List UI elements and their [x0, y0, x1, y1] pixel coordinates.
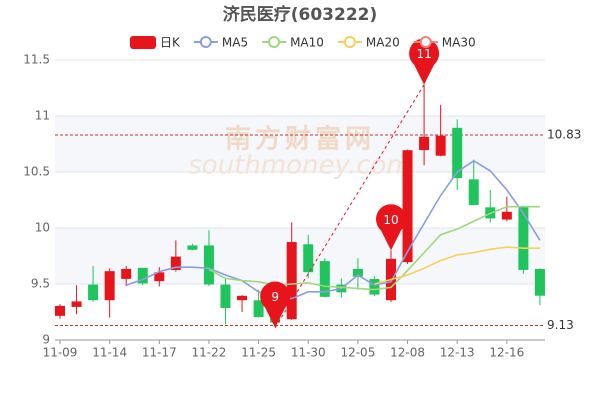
candle-body: [452, 127, 463, 179]
legend-swatch: [419, 36, 432, 48]
reference-label: 10.83: [547, 128, 581, 142]
candle-body: [419, 136, 430, 151]
candle-body: [468, 179, 479, 205]
pin-shape: [409, 38, 440, 85]
candle-body: [137, 267, 148, 284]
candle-body: [501, 211, 512, 220]
legend-swatch: [199, 36, 212, 48]
pin-label: 9: [271, 290, 279, 304]
watermark: southmoney.com: [188, 151, 411, 181]
candle-body: [55, 305, 65, 316]
candle-body: [253, 300, 264, 317]
candle-body: [435, 135, 446, 156]
legend-label: 日K: [160, 36, 181, 50]
watermark: 南方财富网: [225, 124, 375, 155]
legend-label: MA10: [290, 36, 324, 50]
ma-line: [208, 205, 540, 291]
pin-label: 10: [383, 213, 398, 227]
y-tick-label: 9: [42, 333, 50, 347]
candle-body: [170, 256, 181, 270]
candle-body: [71, 301, 82, 307]
grid-band: [55, 116, 545, 172]
reference-label: 9.13: [547, 318, 574, 332]
legend-label: MA20: [366, 36, 400, 50]
legend-swatch: [343, 36, 356, 48]
candle-body: [369, 279, 380, 295]
annotation-pin: 10: [376, 204, 406, 251]
x-tick-label: 11-25: [241, 346, 276, 360]
candle-body: [286, 242, 297, 320]
x-tick-label: 12-13: [440, 346, 475, 360]
candle-body: [187, 245, 198, 250]
candle-body: [104, 271, 115, 301]
ma-line: [125, 159, 541, 300]
candle-body: [303, 244, 314, 273]
x-tick-label: 11-09: [43, 346, 78, 360]
candle-body: [402, 150, 413, 263]
candle-body: [319, 261, 330, 297]
ma-line: [374, 246, 540, 285]
y-tick-label: 10: [35, 221, 50, 235]
candle-body: [237, 295, 248, 301]
x-tick-label: 11-30: [291, 346, 326, 360]
x-tick-label: 12-08: [390, 346, 425, 360]
y-tick-label: 11: [35, 109, 50, 123]
candle-body: [220, 284, 231, 309]
grid-band: [55, 228, 545, 284]
candle-body: [518, 206, 529, 270]
candle-body: [121, 268, 132, 279]
y-tick-label: 9.5: [31, 277, 50, 291]
annotation-pin: 11: [409, 38, 440, 85]
candle-body: [534, 268, 545, 296]
x-tick-label: 11-14: [92, 346, 127, 360]
x-tick-label: 12-16: [489, 346, 524, 360]
chart-title: 济民医疗(603222): [223, 4, 378, 25]
y-tick-label: 10.5: [23, 165, 50, 179]
candle-body: [352, 268, 363, 277]
candle-body: [88, 284, 99, 301]
legend-label: MA30: [442, 36, 476, 50]
pin-shape: [260, 281, 291, 328]
pin-shape: [376, 204, 406, 251]
legend-swatch: [268, 36, 281, 48]
legend-label: MA5: [222, 36, 248, 50]
annotation-pin: 9: [260, 281, 291, 328]
candle-body: [154, 272, 165, 282]
legend-swatch: [130, 36, 156, 49]
y-tick-label: 11.5: [23, 53, 50, 67]
x-tick-label: 12-05: [340, 346, 375, 360]
candle-body: [203, 245, 214, 285]
x-tick-label: 11-17: [142, 346, 177, 360]
pin-label: 11: [416, 47, 431, 61]
x-tick-label: 11-22: [192, 346, 227, 360]
